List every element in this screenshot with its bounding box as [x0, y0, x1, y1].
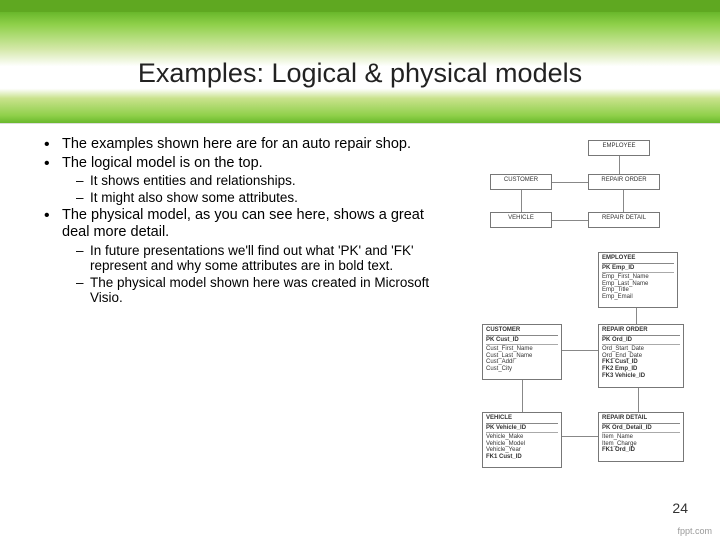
phys-attr: Vehicle_Make [486, 434, 558, 441]
bullet-content: The examples shown here are for an auto … [44, 136, 442, 308]
phys-line [636, 308, 637, 324]
bullet-3-sub-1: In future presentations we'll find out w… [76, 243, 442, 274]
phys-attr: Ord_End_Date [602, 353, 680, 360]
phys-attr: Cust_City [486, 366, 558, 373]
phys-emp-hdr: EMPLOYEE [602, 255, 674, 264]
phys-fk: Cust_ID [499, 454, 522, 460]
bullet-2-sub-1: It shows entities and relationships. [76, 173, 442, 189]
bullet-2-sub-2: It might also show some attributes. [76, 190, 442, 206]
phys-attr: Item_Name [602, 434, 680, 441]
phys-line [522, 380, 523, 412]
phys-line [562, 436, 598, 437]
logical-line [521, 190, 522, 212]
page-number: 24 [672, 500, 688, 516]
phys-cust-pk: Cust_ID [496, 337, 519, 343]
phys-attr: Cust_Last_Name [486, 353, 558, 360]
phys-attr: Vehicle_Model [486, 441, 558, 448]
bullet-3: The physical model, as you can see here,… [44, 207, 442, 305]
phys-attr: Cust_First_Name [486, 346, 558, 353]
logical-line [623, 190, 624, 212]
phys-attr: Cust_Addr [486, 359, 558, 366]
phys-rd-pk: Ord_Detail_ID [612, 425, 652, 431]
logical-entity-repair-order: REPAIR ORDER [588, 174, 660, 190]
phys-line [638, 388, 639, 412]
phys-attr: Item_Charge [602, 441, 680, 448]
phys-attr: Emp_Title [602, 287, 674, 294]
phys-line [562, 350, 598, 351]
header-band: Examples: Logical & physical models [0, 0, 720, 124]
logical-entity-customer: CUSTOMER [490, 174, 552, 190]
physical-entity-employee: EMPLOYEE PK Emp_ID Emp_First_Name Emp_La… [598, 252, 678, 308]
bullet-1: The examples shown here are for an auto … [44, 136, 442, 153]
phys-veh-pk: Vehicle_ID [496, 425, 526, 431]
physical-entity-repair-detail: REPAIR DETAIL PK Ord_Detail_ID Item_Name… [598, 412, 684, 462]
phys-fk: Emp_ID [615, 366, 637, 372]
phys-fk: Cust_ID [615, 359, 638, 365]
logical-line [619, 156, 620, 174]
physical-entity-customer: CUSTOMER PK Cust_ID Cust_First_Name Cust… [482, 324, 562, 380]
diagram-area: EMPLOYEE CUSTOMER REPAIR ORDER VEHICLE R… [468, 140, 704, 500]
logical-entity-employee: EMPLOYEE [588, 140, 650, 156]
phys-ro-pk: Ord_ID [612, 337, 632, 343]
phys-ro-hdr: REPAIR ORDER [602, 327, 680, 336]
bullet-2-text: The logical model is on the top. [62, 155, 263, 171]
phys-rd-hdr: REPAIR DETAIL [602, 415, 680, 424]
footer-logo: fppt.com [677, 526, 712, 536]
bullet-2: The logical model is on the top. It show… [44, 155, 442, 206]
phys-attr: Emp_First_Name [602, 274, 674, 281]
phys-veh-hdr: VEHICLE [486, 415, 558, 424]
physical-entity-vehicle: VEHICLE PK Vehicle_ID Vehicle_Make Vehic… [482, 412, 562, 468]
phys-attr: Ord_Start_Date [602, 346, 680, 353]
bullet-3-sub-2: The physical model shown here was create… [76, 275, 442, 306]
phys-attr: Emp_Last_Name [602, 281, 674, 288]
physical-entity-repair-order: REPAIR ORDER PK Ord_ID Ord_Start_Date Or… [598, 324, 684, 388]
slide-title: Examples: Logical & physical models [0, 58, 720, 89]
logical-line [552, 182, 588, 183]
phys-attr: Vehicle_Year [486, 447, 558, 454]
phys-attr: Emp_Email [602, 294, 674, 301]
phys-fk: Ord_ID [615, 447, 635, 453]
logical-line [552, 220, 588, 221]
logical-entity-repair-detail: REPAIR DETAIL [588, 212, 660, 228]
phys-emp-pk: Emp_ID [612, 265, 634, 271]
bullet-3-text: The physical model, as you can see here,… [62, 207, 424, 240]
phys-cust-hdr: CUSTOMER [486, 327, 558, 336]
logical-entity-vehicle: VEHICLE [490, 212, 552, 228]
phys-fk: Vehicle_ID [615, 373, 645, 379]
